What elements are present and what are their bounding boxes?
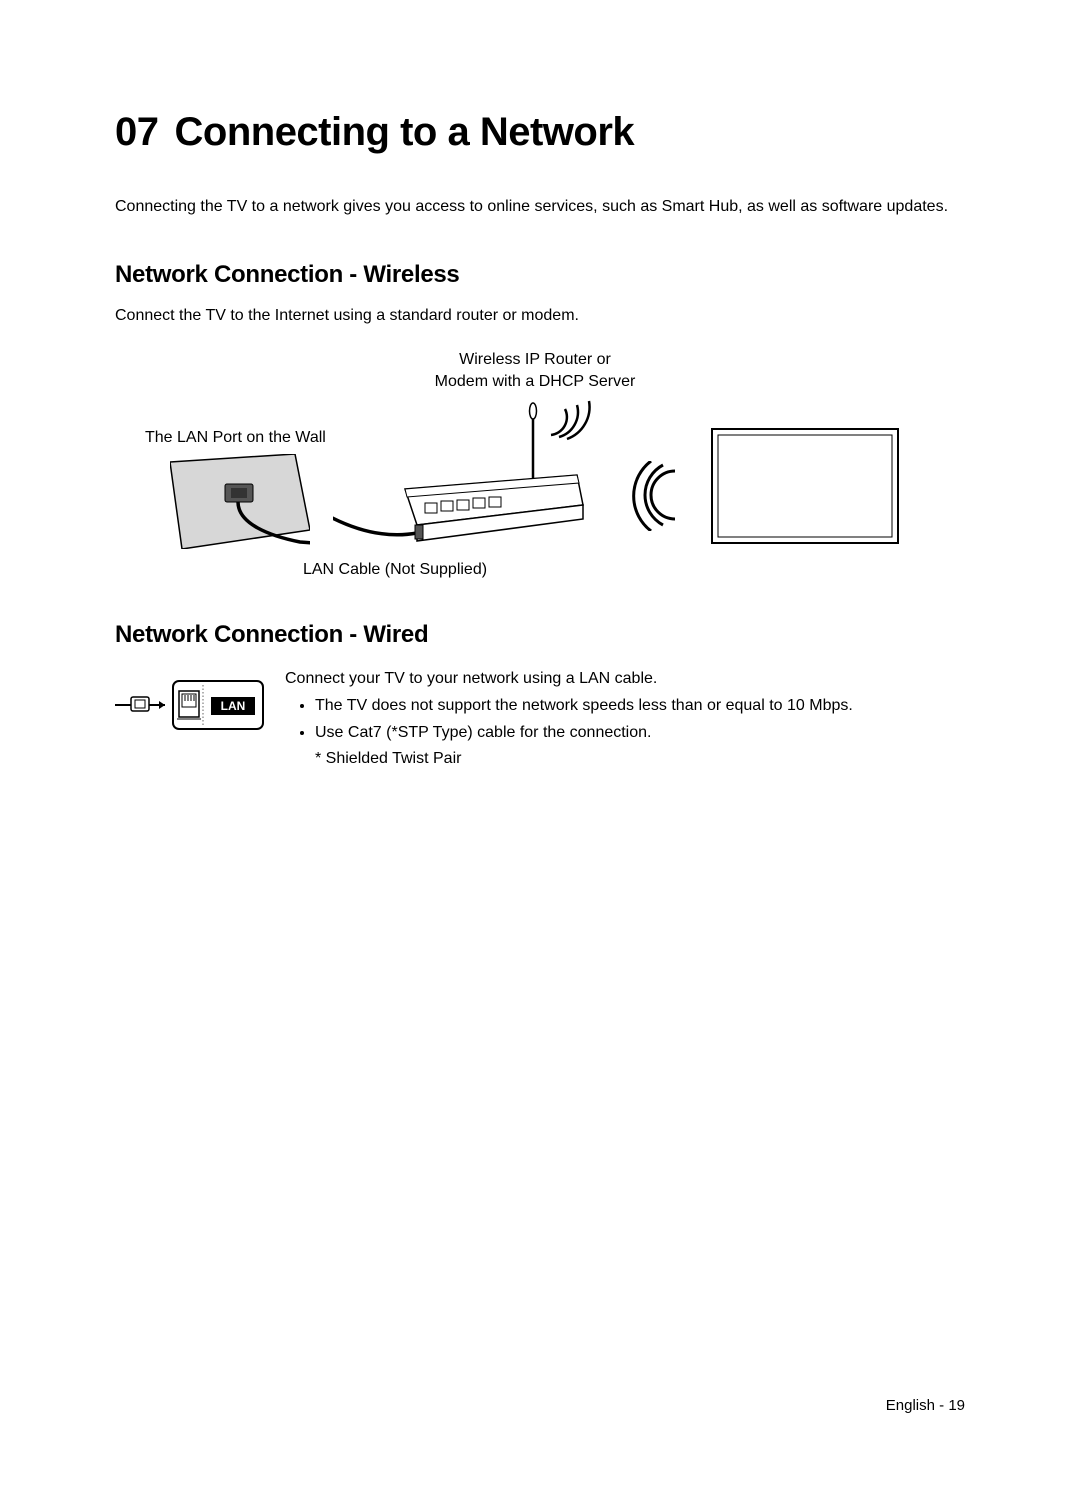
wired-bullet-2: Use Cat7 (*STP Type) cable for the conne… [315, 721, 965, 746]
chapter-number: 07 [115, 110, 159, 154]
footer-page-number: 19 [948, 1397, 965, 1414]
lan-cable-label: LAN Cable (Not Supplied) [245, 561, 545, 579]
chapter-title-text: Connecting to a Network [175, 110, 635, 154]
wireless-diagram: Wireless IP Router or Modem with a DHCP … [115, 349, 965, 579]
router-label-line1: Wireless IP Router or [459, 351, 611, 368]
router-label-line2: Modem with a DHCP Server [435, 373, 636, 390]
chapter-intro: Connecting the TV to a network gives you… [115, 195, 965, 219]
wireless-heading: Network Connection - Wireless [115, 261, 965, 289]
manual-page: 07 Connecting to a Network Connecting the… [0, 0, 1080, 1494]
wifi-receive-icon [631, 461, 686, 531]
wired-row: LAN Connect your TV to your network usin… [115, 667, 965, 772]
lan-port-icon: LAN [115, 675, 265, 735]
wired-heading: Network Connection - Wired [115, 621, 965, 649]
footer-language: English [886, 1397, 935, 1414]
wired-subtext: Connect your TV to your network using a … [285, 667, 965, 692]
wired-bullet-1: The TV does not support the network spee… [315, 694, 965, 719]
wired-text-block: Connect your TV to your network using a … [285, 667, 965, 772]
lan-badge-text: LAN [221, 699, 246, 713]
wired-bullet-list: The TV does not support the network spee… [285, 694, 965, 746]
wifi-signal-icon [545, 397, 595, 447]
tv-icon [710, 427, 900, 545]
page-footer: English - 19 [886, 1397, 965, 1414]
router-label: Wireless IP Router or Modem with a DHCP … [375, 349, 695, 394]
wall-port-label: The LAN Port on the Wall [145, 429, 326, 447]
wireless-subtext: Connect the TV to the Internet using a s… [115, 307, 965, 325]
chapter-heading: 07 Connecting to a Network [115, 110, 965, 155]
wired-footnote: * Shielded Twist Pair [285, 747, 965, 772]
wall-jack-icon [170, 454, 310, 549]
